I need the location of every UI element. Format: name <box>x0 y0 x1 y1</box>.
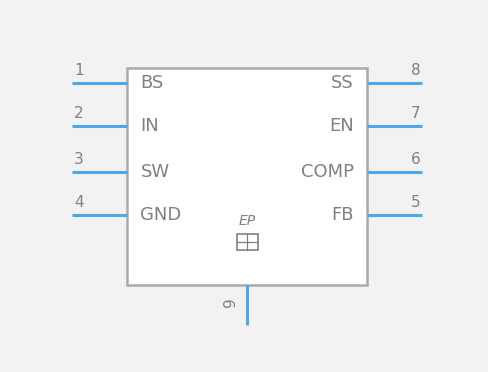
Text: 4: 4 <box>74 195 84 210</box>
Text: 5: 5 <box>411 195 420 210</box>
Text: EP: EP <box>239 214 256 228</box>
Bar <box>237 234 258 250</box>
Bar <box>127 68 367 285</box>
Text: SW: SW <box>141 163 169 181</box>
Text: IN: IN <box>141 117 159 135</box>
Text: 8: 8 <box>411 63 420 78</box>
Text: COMP: COMP <box>301 163 354 181</box>
Text: 1: 1 <box>74 63 84 78</box>
Text: FB: FB <box>332 206 354 224</box>
Text: 6: 6 <box>410 152 420 167</box>
Text: 9: 9 <box>223 298 238 307</box>
Text: 3: 3 <box>74 152 84 167</box>
Text: GND: GND <box>141 206 182 224</box>
Text: 7: 7 <box>411 106 420 121</box>
Text: 2: 2 <box>74 106 84 121</box>
Text: SS: SS <box>331 74 354 92</box>
Text: EN: EN <box>329 117 354 135</box>
Text: BS: BS <box>141 74 163 92</box>
